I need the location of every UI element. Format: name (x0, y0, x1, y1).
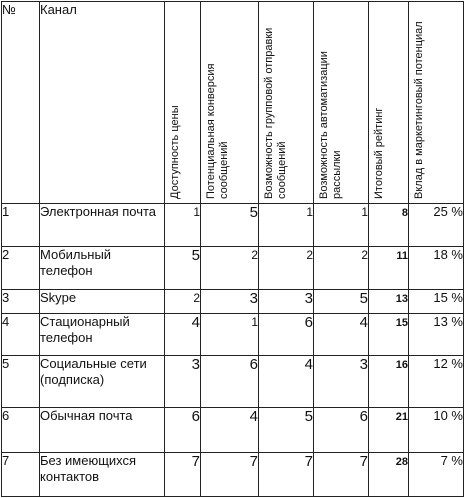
row-channel: Социальные сети (подписка) (39, 355, 165, 408)
row-channel: Мобильный телефон (39, 246, 165, 290)
table-row: 1 Электронная почта 1 5 1 1 8 25 % (1, 203, 464, 247)
cell-price: 1 (193, 205, 200, 219)
cell-contribution: 12 % (433, 356, 463, 372)
cell-group-send: 3 (304, 290, 313, 308)
cell-conversion: 5 (249, 204, 258, 222)
cell-total: 28 (395, 456, 408, 468)
header-group-send-cell: Возможность групповой отправки сообщений (258, 1, 314, 204)
row-number: 2 (1, 246, 40, 290)
cell-price: 7 (191, 453, 200, 471)
cell-group-send: 7 (304, 453, 313, 471)
header-total-cell: Итоговый рейтинг (368, 1, 409, 204)
row-channel: Skype (39, 289, 165, 314)
cell-conversion: 2 (251, 248, 258, 262)
row-number: 5 (1, 355, 40, 408)
cell-total: 11 (396, 250, 408, 262)
cell-contribution: 15 % (433, 290, 463, 306)
cell-contribution: 18 % (433, 247, 463, 263)
cell-contribution: 10 % (433, 408, 463, 424)
table-row: 4 Стационарный телефон 4 1 6 4 15 13 % (1, 313, 464, 356)
row-number: 7 (1, 452, 40, 497)
cell-automation: 4 (359, 314, 368, 332)
cell-automation: 5 (359, 290, 368, 308)
header-conversion-cell: Потенциальная конверсия сообщений (200, 1, 259, 204)
cell-conversion: 3 (249, 290, 258, 308)
header-contribution-cell: Вклад в маркетинговый потенциал (408, 1, 464, 204)
header-price: Доступность цены (169, 105, 181, 199)
cell-automation: 7 (359, 453, 368, 471)
row-number: 6 (1, 407, 40, 453)
cell-contribution: 25 % (433, 204, 463, 220)
row-channel: Обычная почта (39, 407, 165, 453)
header-number: № (1, 1, 40, 204)
row-number: 1 (1, 203, 40, 247)
cell-automation: 1 (361, 205, 368, 219)
cell-conversion: 1 (251, 315, 258, 329)
cell-group-send: 1 (306, 205, 313, 219)
header-total: Итоговый рейтинг (373, 107, 385, 199)
row-channel: Без имеющихся контактов (39, 452, 165, 497)
cell-automation: 3 (359, 356, 368, 374)
table-row: 2 Мобильный телефон 5 2 2 2 11 18 % (1, 246, 464, 290)
cell-price: 5 (191, 247, 200, 265)
row-channel: Стационарный телефон (39, 313, 165, 356)
cell-contribution: 13 % (433, 314, 463, 330)
cell-conversion: 7 (249, 453, 258, 471)
table-row: 7 Без имеющихся контактов 7 7 7 7 28 7 % (1, 452, 464, 497)
row-channel: Электронная почта (39, 203, 165, 247)
cell-total: 15 (395, 317, 408, 329)
table-row: 6 Обычная почта 6 4 5 6 21 10 % (1, 407, 464, 453)
header-price-cell: Доступность цены (164, 1, 201, 204)
cell-total: 21 (395, 411, 408, 423)
header-automation: Возможность автоматизации рассылки (318, 51, 343, 199)
cell-group-send: 2 (306, 248, 313, 262)
cell-group-send: 6 (304, 314, 313, 332)
table-row: 5 Социальные сети (подписка) 3 6 4 3 16 … (1, 355, 464, 408)
cell-automation: 6 (359, 408, 368, 426)
cell-contribution: 7 % (440, 453, 463, 469)
cell-group-send: 5 (304, 408, 313, 426)
row-number: 4 (1, 313, 40, 356)
header-row: № Канал Доступность цены Потенциальная к… (1, 1, 464, 204)
cell-total: 16 (395, 359, 408, 371)
cell-automation: 2 (361, 248, 368, 262)
header-contribution: Вклад в маркетинговый потенциал (413, 21, 425, 199)
cell-total: 8 (401, 207, 408, 219)
cell-conversion: 6 (249, 356, 258, 374)
cell-group-send: 4 (304, 356, 313, 374)
row-number: 3 (1, 289, 40, 314)
header-group-send: Возможность групповой отправки сообщений (263, 27, 288, 199)
header-automation-cell: Возможность автоматизации рассылки (313, 1, 369, 204)
cell-price: 4 (191, 314, 200, 332)
cell-price: 6 (191, 408, 200, 426)
header-channel: Канал (39, 1, 165, 204)
cell-price: 2 (193, 291, 200, 305)
cell-price: 3 (191, 356, 200, 374)
cell-total: 13 (395, 293, 408, 305)
header-conversion: Потенциальная конверсия сообщений (205, 63, 230, 200)
table-row: 3 Skype 2 3 3 5 13 15 % (1, 289, 464, 314)
cell-conversion: 4 (249, 408, 258, 426)
